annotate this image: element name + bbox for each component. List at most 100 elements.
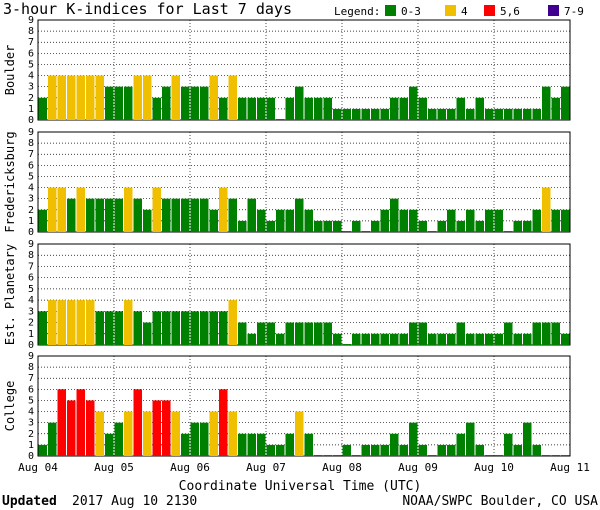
bar bbox=[342, 444, 351, 456]
bar bbox=[257, 209, 266, 232]
bar bbox=[95, 411, 104, 456]
bar bbox=[399, 97, 408, 120]
bar bbox=[323, 455, 332, 456]
bar bbox=[447, 209, 456, 232]
y-tick-label: 7 bbox=[28, 149, 34, 160]
bar bbox=[114, 422, 123, 456]
legend-swatch-4 bbox=[445, 5, 456, 16]
bar bbox=[542, 86, 551, 120]
bar bbox=[323, 220, 332, 232]
bar bbox=[542, 187, 551, 232]
bar bbox=[513, 220, 522, 232]
legend-label-4: 4 bbox=[461, 5, 468, 18]
bar bbox=[266, 220, 275, 232]
bar bbox=[171, 198, 180, 232]
bar bbox=[247, 198, 256, 232]
bar bbox=[561, 86, 570, 120]
bar bbox=[162, 86, 171, 120]
bar bbox=[380, 333, 389, 345]
bar bbox=[152, 187, 161, 232]
bar bbox=[371, 108, 380, 120]
bar bbox=[494, 209, 503, 232]
bar bbox=[76, 389, 85, 456]
y-tick-label: 5 bbox=[28, 395, 34, 406]
bar bbox=[276, 333, 285, 345]
bar bbox=[466, 209, 475, 232]
y-tick-label: 8 bbox=[28, 362, 34, 373]
bar bbox=[124, 300, 133, 345]
bar bbox=[209, 311, 218, 345]
bar bbox=[76, 187, 85, 232]
bar bbox=[523, 220, 532, 232]
bar bbox=[418, 220, 427, 232]
bar bbox=[399, 333, 408, 345]
bar bbox=[86, 75, 95, 120]
bar bbox=[323, 97, 332, 120]
y-tick-label: 9 bbox=[28, 127, 34, 138]
bar bbox=[494, 455, 503, 456]
y-tick-label: 6 bbox=[28, 384, 34, 395]
bar bbox=[513, 333, 522, 345]
panel-frame bbox=[37, 131, 571, 233]
bar bbox=[133, 75, 142, 120]
station-label: Est. Planetary bbox=[3, 244, 17, 345]
bar bbox=[485, 108, 494, 120]
x-axis-label: Coordinate Universal Time (UTC) bbox=[179, 479, 422, 494]
bar bbox=[361, 108, 370, 120]
bar bbox=[409, 86, 418, 120]
bar bbox=[399, 444, 408, 456]
bar bbox=[266, 444, 275, 456]
bar bbox=[57, 389, 66, 456]
bar bbox=[57, 187, 66, 232]
bar bbox=[466, 333, 475, 345]
bar bbox=[475, 444, 484, 456]
bar bbox=[181, 86, 190, 120]
bar bbox=[295, 198, 304, 232]
bar bbox=[152, 400, 161, 456]
bar bbox=[48, 187, 57, 232]
bar bbox=[38, 444, 47, 456]
bar bbox=[314, 220, 323, 232]
bar bbox=[475, 97, 484, 120]
bar bbox=[295, 411, 304, 456]
bar bbox=[228, 411, 237, 456]
bar bbox=[314, 97, 323, 120]
bar bbox=[437, 444, 446, 456]
bar bbox=[76, 300, 85, 345]
bar bbox=[447, 444, 456, 456]
bar bbox=[247, 333, 256, 345]
bar bbox=[114, 311, 123, 345]
panel-frame bbox=[37, 19, 571, 121]
bar bbox=[380, 108, 389, 120]
bar bbox=[409, 422, 418, 456]
station-label: Fredericksburg bbox=[3, 131, 17, 232]
bar bbox=[361, 333, 370, 345]
bar bbox=[76, 75, 85, 120]
bar bbox=[418, 97, 427, 120]
legend-label-7-9: 7-9 bbox=[564, 5, 584, 18]
bar bbox=[200, 422, 209, 456]
bar bbox=[190, 422, 199, 456]
bar bbox=[409, 209, 418, 232]
y-tick-label: 7 bbox=[28, 37, 34, 48]
bar bbox=[428, 455, 437, 456]
updated-label: Updated bbox=[2, 494, 57, 509]
x-tick-label: Aug 04 bbox=[18, 461, 58, 474]
bar bbox=[143, 75, 152, 120]
bar bbox=[561, 333, 570, 345]
bar bbox=[285, 433, 294, 456]
bar bbox=[209, 75, 218, 120]
bar bbox=[551, 322, 560, 345]
y-tick-label: 3 bbox=[28, 418, 34, 429]
bar bbox=[456, 97, 465, 120]
bar bbox=[266, 97, 275, 120]
bar bbox=[105, 86, 114, 120]
bar bbox=[67, 198, 76, 232]
bar bbox=[390, 198, 399, 232]
bar bbox=[333, 108, 342, 120]
bar bbox=[67, 75, 76, 120]
y-tick-label: 1 bbox=[28, 216, 34, 227]
bar bbox=[228, 300, 237, 345]
y-tick-label: 1 bbox=[28, 104, 34, 115]
